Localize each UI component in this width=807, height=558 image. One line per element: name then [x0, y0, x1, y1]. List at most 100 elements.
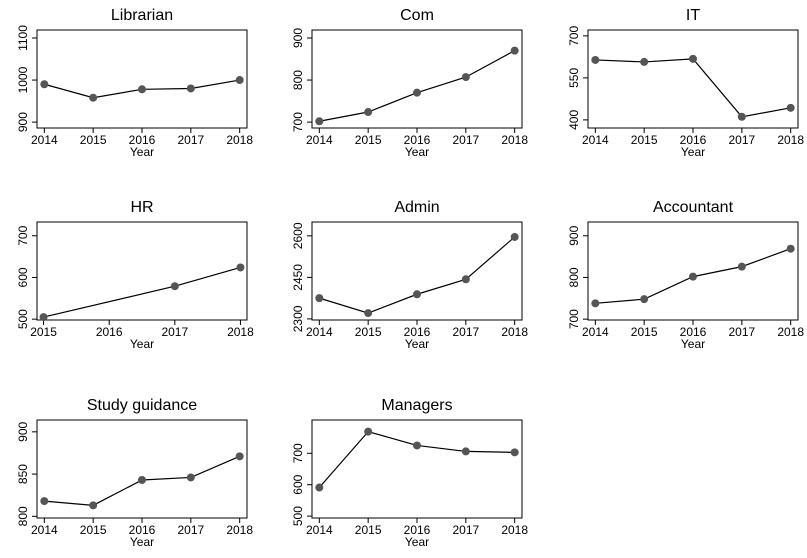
data-point — [640, 295, 649, 304]
y-tick-label: 500 — [291, 506, 305, 526]
data-point — [364, 108, 373, 117]
data-point — [510, 46, 519, 55]
x-tick-label: 2018 — [501, 133, 528, 147]
y-tick-label: 700 — [567, 309, 581, 329]
panel-title: Managers — [381, 397, 452, 414]
data-point — [235, 452, 244, 461]
y-tick-label: 1000 — [16, 66, 30, 93]
x-axis-label: Year — [681, 145, 705, 159]
data-point — [170, 282, 179, 291]
y-tick-label: 900 — [16, 112, 30, 132]
data-point — [689, 54, 697, 63]
panel: Com 700 800 900 2014 2015 2016 2017 2018 Year — [291, 7, 528, 159]
data-point — [591, 55, 600, 64]
x-tick-label: 2016 — [404, 325, 431, 339]
data-point — [186, 84, 195, 93]
x-tick-label: 2014 — [31, 523, 58, 537]
plot-frame — [587, 29, 799, 129]
plot-frame — [587, 221, 799, 321]
y-tick-label: 2300 — [291, 305, 305, 332]
x-axis-label: Year — [130, 337, 154, 351]
data-point — [640, 57, 649, 66]
y-tick-label: 800 — [16, 506, 30, 526]
x-tick-label: 2018 — [227, 325, 254, 339]
x-tick-label: 2015 — [80, 133, 107, 147]
x-axis-label: Year — [405, 535, 429, 549]
x-tick-label: 2016 — [404, 523, 431, 537]
data-point — [737, 262, 746, 271]
panel: Librarian 900 1000 1100 2014 2015 2016 2017 2018… — [16, 7, 253, 159]
x-axis-label: Year — [130, 145, 154, 159]
x-tick-label: 2016 — [129, 133, 156, 147]
data-point — [89, 501, 98, 510]
x-tick-label: 2018 — [501, 523, 528, 537]
plot-frame — [311, 29, 523, 129]
x-tick-label: 2016 — [404, 133, 431, 147]
x-tick-label: 2017 — [177, 133, 204, 147]
x-tick-label: 2014 — [306, 523, 333, 537]
data-point — [689, 272, 697, 281]
data-point — [510, 448, 519, 457]
y-tick-label: 900 — [291, 28, 305, 48]
data-point — [413, 290, 421, 299]
panel-title: IT — [686, 7, 700, 24]
panel-title: Admin — [394, 199, 439, 216]
x-tick-label: 2016 — [680, 325, 707, 339]
y-tick-label: 1100 — [16, 25, 30, 51]
x-tick-label: 2017 — [452, 133, 479, 147]
y-tick-label: 700 — [291, 112, 305, 132]
x-tick-label: 2014 — [31, 133, 58, 147]
data-point — [315, 483, 324, 492]
y-tick-label: 700 — [16, 225, 30, 245]
data-line — [319, 236, 516, 314]
x-tick-label: 2018 — [226, 133, 253, 147]
panel-title: Study guidance — [87, 397, 197, 414]
x-tick-label: 2018 — [777, 325, 804, 339]
data-point — [786, 103, 795, 112]
data-point — [510, 232, 519, 241]
x-tick-label: 2015 — [30, 325, 57, 339]
y-tick-label: 700 — [291, 443, 305, 463]
x-tick-label: 2015 — [355, 523, 382, 537]
x-tick-label: 2017 — [728, 325, 755, 339]
y-tick-label: 2600 — [291, 222, 305, 249]
y-tick-label: 2450 — [291, 264, 305, 291]
x-tick-label: 2018 — [226, 523, 253, 537]
data-point — [461, 447, 470, 456]
data-point — [138, 85, 146, 94]
data-point — [186, 473, 195, 482]
data-point — [737, 112, 746, 121]
data-point — [364, 427, 373, 436]
data-point — [236, 263, 245, 272]
x-tick-label: 2017 — [452, 523, 479, 537]
data-point — [89, 93, 98, 102]
x-tick-label: 2018 — [501, 325, 528, 339]
data-point — [413, 441, 421, 450]
panel: Accountant 700 800 900 2014 2015 2016 2017 2018 Y… — [567, 199, 804, 351]
data-point — [235, 76, 244, 85]
data-point — [591, 299, 600, 308]
panel: Admin 2300 2450 2600 2014 2015 2016 2017 2018 Yea… — [291, 199, 528, 351]
data-point — [40, 80, 49, 89]
data-point — [315, 294, 324, 303]
data-line — [595, 58, 791, 118]
y-tick-label: 900 — [567, 225, 581, 245]
panel-title: Com — [400, 7, 434, 24]
x-axis-label: Year — [405, 337, 429, 351]
data-point — [40, 497, 49, 506]
data-line — [319, 50, 515, 122]
x-tick-label: 2016 — [680, 133, 707, 147]
panel-title: HR — [130, 199, 153, 216]
x-tick-label: 2015 — [631, 133, 658, 147]
y-tick-label: 900 — [16, 421, 30, 441]
y-tick-label: 800 — [567, 267, 581, 287]
data-point — [315, 117, 324, 126]
x-tick-label: 2014 — [306, 133, 333, 147]
x-axis-label: Year — [681, 337, 705, 351]
x-tick-label: 2017 — [177, 523, 204, 537]
plot-frame — [36, 221, 248, 321]
data-line — [43, 266, 241, 318]
panel: Managers 500 600 700 2014 2015 2016 2017 2018 Yea… — [291, 397, 528, 549]
panel: Study guidance 800 850 900 2014 2015 2016 2017 2… — [16, 397, 253, 549]
